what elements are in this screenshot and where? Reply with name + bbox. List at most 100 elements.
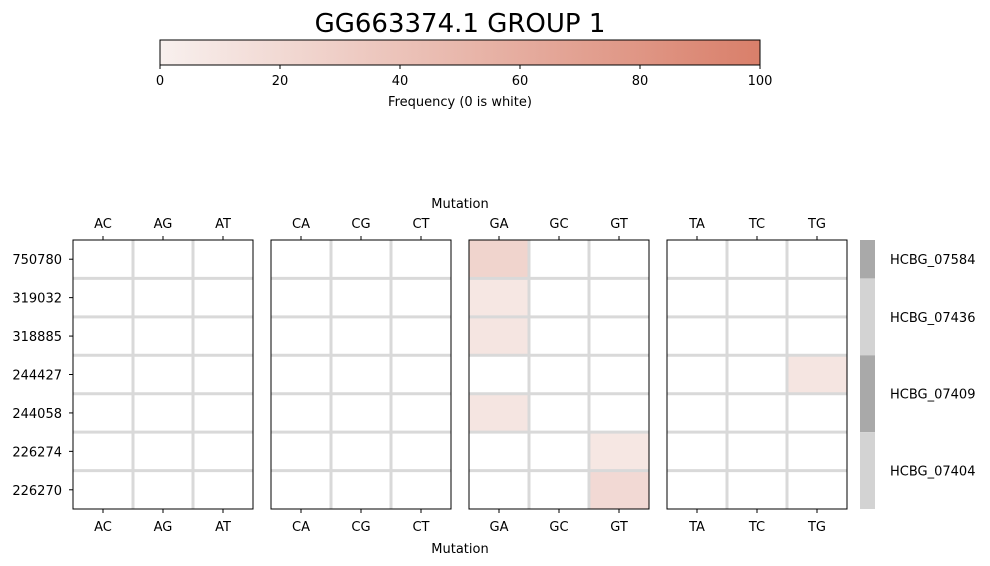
x-tick-label-bottom: CG [351, 520, 370, 535]
heatmap-cell [529, 393, 589, 433]
colorbar-tick-label: 40 [392, 74, 409, 89]
x-tick-label-top: GC [549, 217, 568, 232]
heatmap-cell [589, 393, 649, 433]
gene-group-segment [860, 355, 875, 433]
heatmap-cell [469, 278, 529, 317]
colorbar-label: Frequency (0 is white) [388, 95, 532, 110]
heatmap-cell [391, 278, 451, 317]
x-tick-label-top: AG [154, 217, 173, 232]
y-tick-label: 318885 [12, 330, 62, 345]
heatmap-cell [787, 316, 847, 356]
x-tick-label-top: AC [94, 217, 112, 232]
x-tick-label-bottom: TG [807, 520, 826, 535]
gene-group-segment [860, 278, 875, 356]
heatmap-cell [529, 278, 589, 317]
heatmap-cell [271, 278, 331, 317]
heatmap-cell [331, 393, 391, 433]
gene-group-label: HCBG_07404 [890, 465, 975, 480]
heatmap-cell [727, 278, 787, 317]
y-tick-label: 319032 [12, 292, 62, 307]
colorbar-tick-label: 100 [748, 74, 773, 89]
heatmap-cell [667, 393, 727, 433]
heatmap-cell [133, 393, 193, 433]
x-tick-label-bottom: CA [292, 520, 310, 535]
heatmap-cell [331, 470, 391, 509]
heatmap-cell [589, 470, 649, 509]
x-tick-label-bottom: GC [549, 520, 568, 535]
x-tick-label-top: CA [292, 217, 310, 232]
heatmap-cell [193, 470, 253, 509]
heatmap-cell [589, 316, 649, 356]
y-tick-label: 750780 [12, 253, 62, 268]
heatmap-cell [193, 432, 253, 471]
gene-group-label: HCBG_07409 [890, 388, 975, 403]
heatmap-cell [73, 316, 133, 356]
heatmap-cell [787, 470, 847, 509]
heatmap-cell [271, 393, 331, 433]
heatmap-panel: CA CA CG CG CT CT [270, 217, 452, 535]
heatmap-cell [391, 355, 451, 394]
heatmap-cell [469, 393, 529, 433]
heatmap-panel: AC AC AG AG AT AT [72, 217, 254, 535]
heatmap-cell [331, 240, 391, 279]
heatmap-cell [589, 240, 649, 279]
heatmap-cell [469, 355, 529, 394]
heatmap-cell [787, 355, 847, 394]
colorbar [159, 39, 761, 66]
heatmap-panel: TA TA TC TC TG TG [666, 217, 848, 535]
gene-group-bar: HCBG_07584 HCBG_07436 HCBG_07409 HCBG_07404 [860, 240, 975, 509]
x-tick-label-bottom: TA [688, 520, 705, 535]
heatmap-cell [193, 240, 253, 279]
colorbar-tick-label: 20 [272, 74, 289, 89]
heatmap-cell [727, 470, 787, 509]
heatmap-cell [469, 432, 529, 471]
colorbar-tick-label: 0 [156, 74, 164, 89]
gene-group-label: HCBG_07584 [890, 253, 975, 268]
heatmap-cell [727, 316, 787, 356]
heatmap-cell [331, 355, 391, 394]
heatmap-cell [727, 432, 787, 471]
x-tick-label-bottom: GT [610, 520, 628, 535]
gene-group-segment [860, 240, 875, 279]
row-labels: 750780 319032 318885 244427 244058 226274 2262… [12, 253, 73, 499]
x-axis-title-top: Mutation [431, 197, 488, 212]
heatmap-cell [391, 240, 451, 279]
heatmap-cell [589, 355, 649, 394]
heatmap-cell [73, 393, 133, 433]
heatmap-cell [271, 470, 331, 509]
heatmap-cell [529, 355, 589, 394]
heatmap-cell [391, 432, 451, 471]
x-tick-label-bottom: TC [748, 520, 765, 535]
heatmap-cell [73, 470, 133, 509]
heatmap-cell [667, 278, 727, 317]
heatmap-cell [589, 278, 649, 317]
gene-group-label: HCBG_07436 [890, 311, 975, 326]
heatmap-cell [331, 316, 391, 356]
heatmap-cell [469, 240, 529, 279]
colorbar-tick-label: 60 [512, 74, 529, 89]
gene-group-segment [860, 432, 875, 509]
heatmap-cell [787, 432, 847, 471]
heatmap-cell [193, 393, 253, 433]
heatmap-cell [727, 355, 787, 394]
colorbar-tick-label: 80 [632, 74, 649, 89]
x-axis-title-bottom: Mutation [431, 542, 488, 557]
x-tick-label-bottom: AT [215, 520, 231, 535]
heatmap-cell [529, 240, 589, 279]
heatmap-cell [193, 278, 253, 317]
heatmap-cell [667, 470, 727, 509]
heatmap-cell [133, 316, 193, 356]
heatmap-cell [667, 316, 727, 356]
heatmap-cell [193, 316, 253, 356]
heatmap-cell [727, 393, 787, 433]
heatmap-cell [667, 355, 727, 394]
y-tick-label: 244427 [12, 369, 62, 384]
x-tick-label-top: CT [412, 217, 429, 232]
x-tick-label-top: GT [610, 217, 628, 232]
heatmap-cell [133, 355, 193, 394]
heatmap-cell [133, 470, 193, 509]
heatmap-cell [271, 355, 331, 394]
heatmap-cell [727, 240, 787, 279]
heatmap-panel: GA GA GC GC GT GT [468, 217, 650, 535]
